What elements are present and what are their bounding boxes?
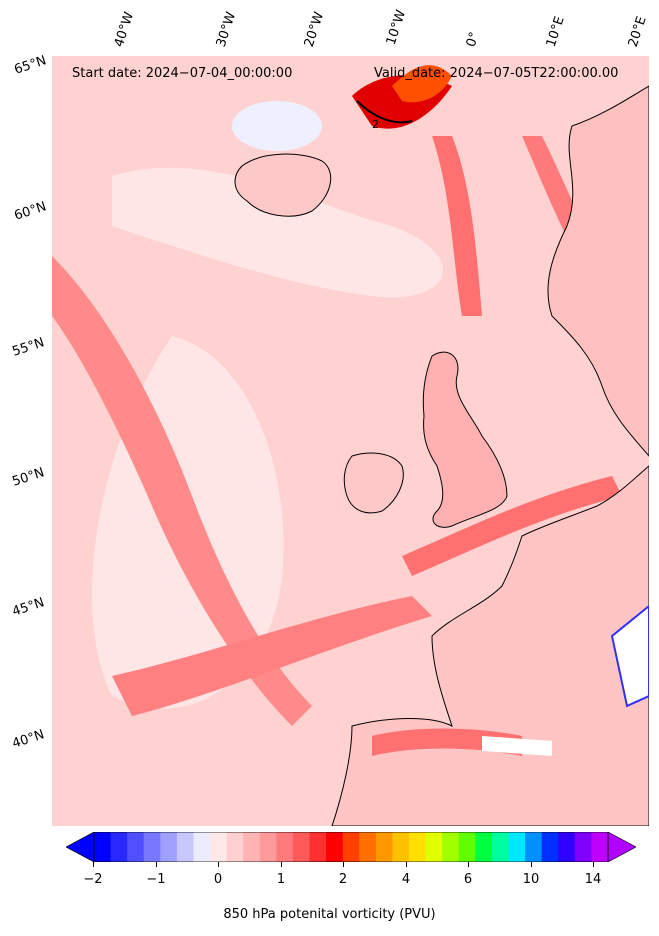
colorbar-swatch [475, 832, 493, 862]
lon-label-10w: 10°W [383, 8, 410, 47]
valid-date-label: Valid_date: 2024−07-05T22:00:00.00 [374, 66, 619, 81]
colorbar-swatch [409, 832, 427, 862]
colorbar-tick-label: 0 [213, 872, 223, 887]
iceland-coastline [234, 153, 332, 217]
colorbar-swatch [574, 832, 592, 862]
tick-mark [343, 862, 344, 867]
colorbar-tick-label: 10 [522, 872, 540, 887]
colorbar-swatch [243, 832, 261, 862]
colorbar-border [93, 832, 609, 862]
colorbar-swatch [541, 832, 559, 862]
colorbar-swatch [558, 832, 576, 862]
colorbar-swatch [508, 832, 526, 862]
high-pv-band [402, 476, 622, 576]
colorbar-tick-label: −2 [83, 872, 103, 887]
lon-label-20e: 20°E [625, 14, 650, 50]
pv-map: 2 [52, 56, 649, 826]
colorbar-swatch [458, 832, 476, 862]
high-pv-band [52, 256, 312, 726]
lat-label-40n: 40°N [10, 727, 47, 752]
lon-label-40w: 40°W [111, 10, 138, 49]
colorbar-swatch [326, 832, 344, 862]
colorbar-swatch [491, 832, 510, 862]
tick-mark [406, 862, 407, 867]
colorbar-swatch [193, 832, 211, 862]
colorbar-swatch [127, 832, 145, 862]
tick-mark [593, 862, 594, 867]
colorbar-swatch [342, 832, 360, 862]
colorbar-swatch [259, 832, 277, 862]
tick-mark [156, 862, 157, 867]
colorbar-swatch [392, 832, 410, 862]
colorbar-swatch [375, 832, 393, 862]
colorbar-swatch [292, 832, 311, 862]
lon-label-30w: 30°W [213, 10, 240, 49]
colorbar-title: 850 hPa potenital vorticity (PVU) [223, 907, 436, 922]
high-pv-band [112, 596, 432, 716]
tick-mark [218, 862, 219, 867]
low-pv-region [232, 101, 322, 151]
lat-label-55n: 55°N [10, 335, 47, 360]
colorbar-swatch [110, 832, 128, 862]
max-pv-area [392, 65, 452, 103]
colorbar-swatch [442, 832, 460, 862]
colorbar-extend-high [607, 832, 636, 862]
colorbar-tick-label: −1 [146, 872, 166, 887]
colorbar-swatch [143, 832, 161, 862]
colorbar-swatch [591, 832, 609, 862]
lat-label-45n: 45°N [10, 595, 47, 620]
start-date-label: Start date: 2024−07-04_00:00:00 [72, 66, 293, 81]
lon-label-10e: 10°E [543, 14, 568, 50]
colorbar-swatch [425, 832, 443, 862]
colorbar-swatch [226, 832, 244, 862]
alps-negative-pv [610, 604, 649, 708]
lon-label-20w: 20°W [301, 10, 328, 49]
great-britain-coastline [422, 351, 508, 528]
lon-label-0: 0° [463, 30, 483, 49]
colorbar-swatch [176, 832, 194, 862]
colorbar-tick-label: 6 [463, 872, 473, 887]
low-pv-region [112, 167, 443, 298]
colorbar-tick-label: 1 [276, 872, 286, 887]
ireland-coastline [343, 452, 404, 514]
tick-mark [281, 862, 282, 867]
tick-mark [93, 862, 94, 867]
lat-label-60n: 60°N [12, 199, 49, 224]
colorbar-tick-label: 14 [584, 872, 602, 887]
colorbar-swatch [276, 832, 294, 862]
iberia-negative-pv [482, 736, 552, 756]
pv-contour-2 [356, 100, 413, 124]
colorbar-swatch [94, 832, 112, 862]
lat-label-65n: 65°N [12, 53, 49, 78]
colorbar-swatch [525, 832, 543, 862]
high-pv-band [432, 136, 482, 316]
tick-mark [531, 862, 532, 867]
colorbar-swatch [210, 832, 228, 862]
contour-label: 2 [372, 118, 379, 131]
colorbar-swatch [309, 832, 327, 862]
colorbar [66, 832, 636, 862]
colorbar-tick-label: 4 [401, 872, 411, 887]
norway-coastline [547, 85, 649, 457]
colorbar-swatch [160, 832, 178, 862]
colorbar-swatch [359, 832, 377, 862]
lat-label-50n: 50°N [10, 465, 47, 490]
colorbar-tick-label: 2 [338, 872, 348, 887]
tick-mark [468, 862, 469, 867]
colorbar-extend-low [66, 832, 95, 862]
